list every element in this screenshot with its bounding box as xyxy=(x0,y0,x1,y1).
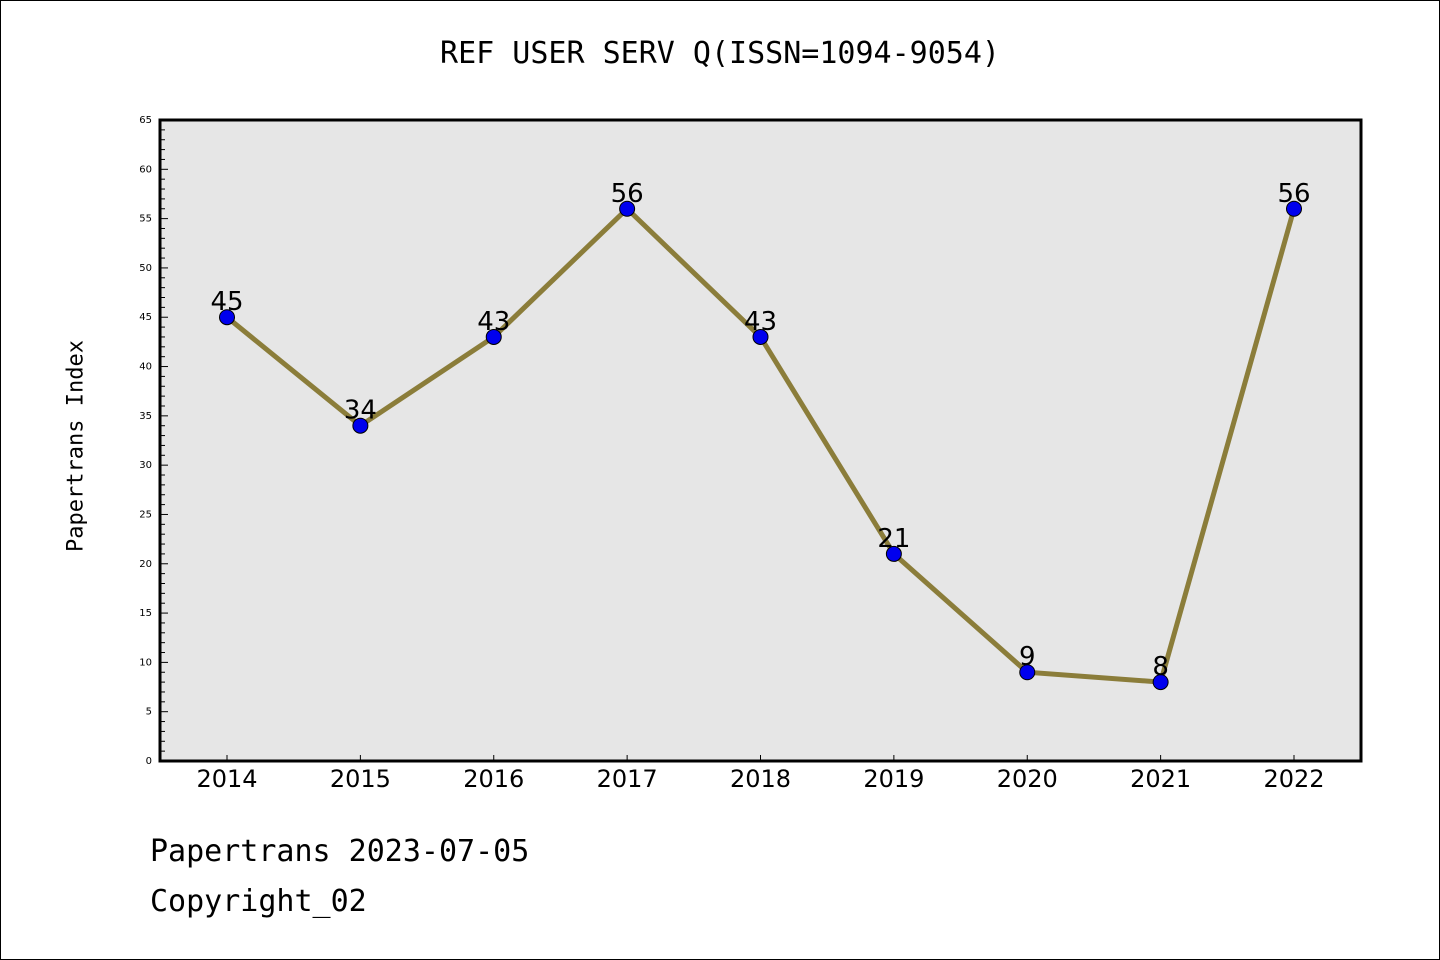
x-tick-label: 2014 xyxy=(196,765,257,793)
data-label: 8 xyxy=(1152,652,1169,682)
x-tick-label: 2018 xyxy=(730,765,791,793)
footer-source: Papertrans 2023-07-05 xyxy=(150,834,530,869)
x-tick-label: 2015 xyxy=(330,765,391,793)
x-tick-label: 2020 xyxy=(997,765,1058,793)
data-point xyxy=(619,200,636,217)
data-point xyxy=(1286,200,1302,217)
data-point xyxy=(1019,664,1036,681)
y-tick-label: 55 xyxy=(139,214,152,225)
data-label: 45 xyxy=(210,287,243,317)
y-tick-label: 40 xyxy=(139,362,152,373)
data-label: 56 xyxy=(611,179,644,209)
data-point xyxy=(885,545,902,562)
y-tick-label: 20 xyxy=(139,559,152,570)
y-tick-label: 65 xyxy=(139,115,152,126)
y-tick-label: 25 xyxy=(139,509,152,520)
y-tick-label: 0 xyxy=(146,756,152,767)
data-point xyxy=(219,309,235,326)
data-label: 34 xyxy=(344,396,377,426)
x-axis: 2014 2015 2016 2017 2018 2019 2020 2021 2022 xyxy=(196,755,1325,793)
data-point xyxy=(352,417,369,434)
data-label: 43 xyxy=(477,307,510,337)
chart-title: REF USER SERV Q(ISSN=1094-9054) xyxy=(440,36,1000,71)
y-tick-label: 10 xyxy=(139,657,152,668)
x-tick-label: 2022 xyxy=(1263,765,1324,793)
data-point xyxy=(1152,674,1169,691)
x-tick-label: 2021 xyxy=(1130,765,1191,793)
footer-copyright: Copyright_02 xyxy=(150,884,367,919)
y-tick-label: 60 xyxy=(139,164,152,175)
data-point xyxy=(485,328,502,345)
data-label: 43 xyxy=(744,307,777,337)
x-tick-label: 2016 xyxy=(463,765,524,793)
data-label: 21 xyxy=(877,524,910,554)
y-tick-label: 45 xyxy=(139,312,152,323)
data-point xyxy=(752,328,769,345)
x-tick-label: 2017 xyxy=(597,765,658,793)
y-tick-label: 50 xyxy=(139,263,152,274)
y-tick-label: 30 xyxy=(139,460,152,471)
y-axis: 0 5 10 15 20 25 30 35 40 45 50 55 60 65 xyxy=(139,115,168,767)
y-tick-label: 5 xyxy=(146,707,152,718)
data-label: 9 xyxy=(1019,642,1036,672)
y-tick-label: 35 xyxy=(139,411,152,422)
data-points xyxy=(219,200,1302,691)
y-tick-label: 15 xyxy=(139,608,152,619)
data-label: 56 xyxy=(1277,179,1310,209)
data-labels: 45 34 43 56 43 21 9 8 56 xyxy=(210,179,1310,682)
x-tick-label: 2019 xyxy=(863,765,924,793)
plot-area xyxy=(158,118,1363,763)
